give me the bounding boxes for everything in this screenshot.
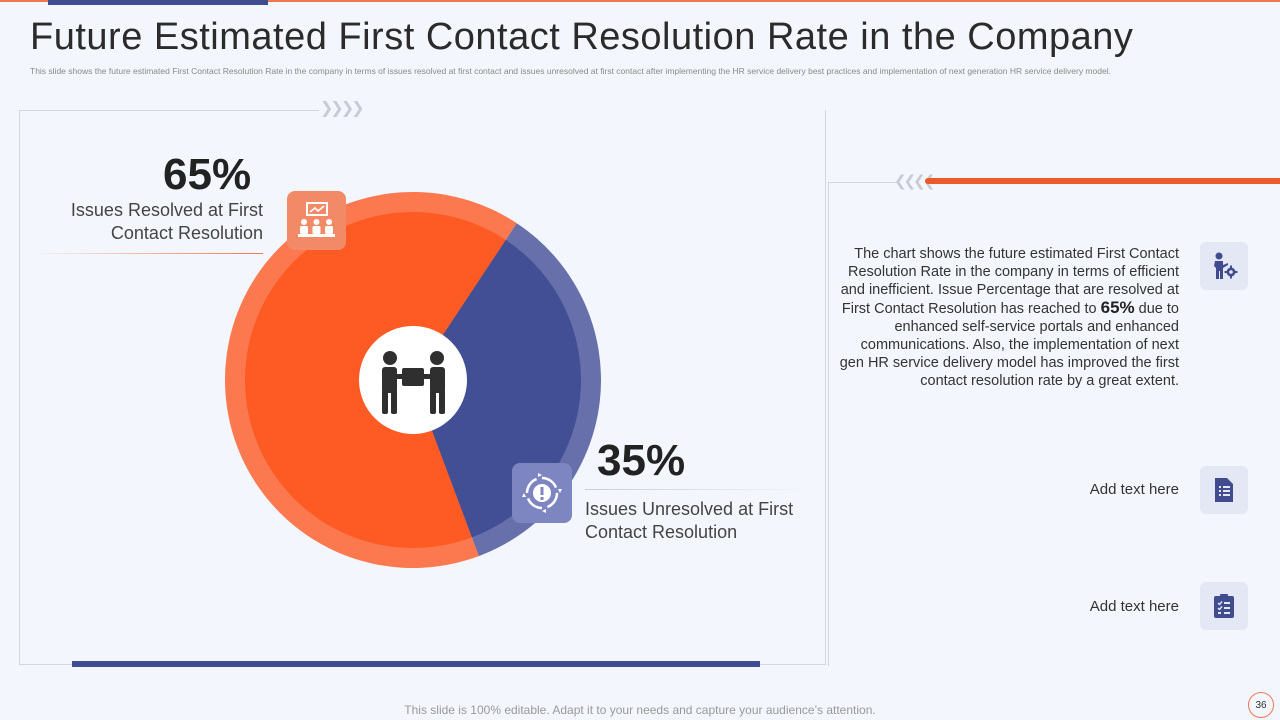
chart-panel-bottom-bar [72,661,760,667]
resolved-percentage: 65% [163,150,252,199]
footer-note: This slide is 100% editable. Adapt it to… [404,703,876,717]
pie-slice-unresolved [413,239,581,538]
handshake-delivery-icon [382,351,445,414]
top-accent-line [0,0,1280,2]
slide-subtitle: This slide shows the future estimated Fi… [30,66,1111,76]
page-number: 36 [1248,692,1274,718]
description-text-part2: due to enhanced self-service portals and… [839,301,1179,389]
description-panel-left-line [828,182,829,666]
pie-chart [225,191,601,568]
side-item-label: Add text here [1089,598,1179,615]
person-gear-icon [1200,242,1248,290]
description-panel-top-line [828,182,898,183]
resolved-underline [30,253,263,254]
side-item-label: Add text here [1089,481,1179,498]
document-icon [1200,466,1248,514]
description-highlight: 65% [1100,298,1135,317]
chart-panel-top-border [19,110,319,111]
unresolved-label: Issues Unresolved at First Contact Resol… [585,499,794,542]
orange-accent-bar [925,178,1280,184]
chevrons-decoration: ❯❯❯❯ [320,100,365,117]
unresolved-underline [585,489,810,490]
resolved-label: Issues Resolved at First Contact Resolut… [70,200,263,243]
chart-description: The chart shows the future estimated Fir… [838,245,1179,390]
alert-cycle-icon [512,463,572,523]
description-text-part1: The chart shows the future estimated Fir… [840,246,1179,317]
clipboard-icon [1200,582,1248,630]
chevrons-left-decoration: ❮❮❮❮ [894,173,935,190]
slide-title: Future Estimated First Contact Resolutio… [30,16,1134,58]
meeting-presentation-icon [287,191,346,250]
top-accent-bar [48,0,268,5]
unresolved-percentage: 35% [597,436,686,485]
